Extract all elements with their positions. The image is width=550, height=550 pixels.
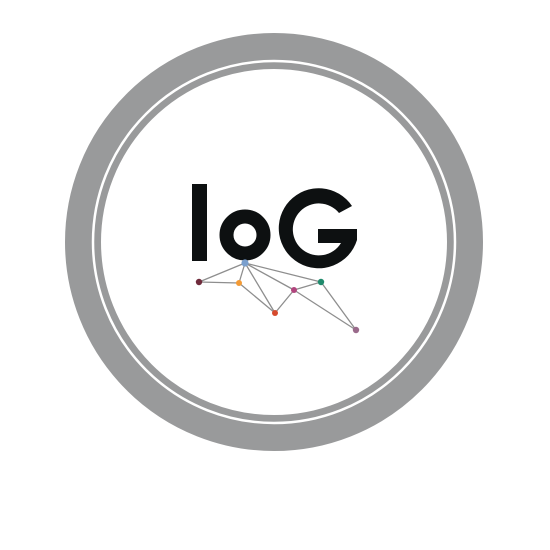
wordmark-letter-i bbox=[192, 184, 207, 261]
outer-ring bbox=[65, 33, 483, 451]
mesh-node bbox=[352, 326, 360, 334]
wordmark bbox=[192, 184, 357, 269]
mesh-line bbox=[198, 281, 240, 284]
mesh-node bbox=[317, 278, 325, 286]
mesh-line bbox=[238, 282, 276, 314]
mesh-node bbox=[195, 278, 203, 286]
mesh-line bbox=[198, 262, 246, 283]
mesh-line bbox=[244, 262, 322, 283]
ring-separator bbox=[91, 59, 457, 425]
mesh-line bbox=[274, 289, 295, 314]
wordmark-letter-g bbox=[278, 188, 357, 269]
mesh-lines bbox=[198, 262, 357, 331]
mesh-line bbox=[244, 262, 295, 291]
network-mesh-icon bbox=[195, 259, 360, 334]
mesh-node bbox=[236, 280, 242, 286]
mesh-line bbox=[293, 281, 322, 291]
mesh-line bbox=[320, 281, 357, 331]
mesh-line bbox=[293, 289, 357, 331]
mesh-node bbox=[241, 259, 249, 267]
mesh-node bbox=[272, 310, 278, 316]
mesh-node bbox=[291, 287, 297, 293]
wordmark-letter-o bbox=[219, 209, 271, 261]
mesh-line bbox=[244, 262, 276, 314]
